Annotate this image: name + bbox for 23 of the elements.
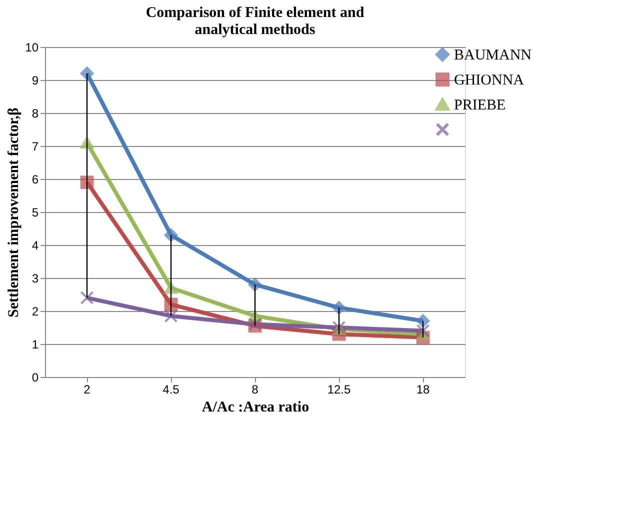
- text: Comparison of Finite element and: [146, 5, 364, 21]
- text: analytical methods: [194, 22, 316, 38]
- y-tick-label: 9: [32, 74, 39, 88]
- legend-label: BAUMANN: [454, 48, 532, 64]
- y-tick-label: 10: [25, 40, 39, 54]
- x-tick-label: 2: [84, 382, 91, 396]
- y-tick-label: 4: [32, 238, 39, 252]
- y-tick-label: 0: [32, 370, 39, 384]
- legend-label: GHIONNA: [454, 72, 524, 88]
- x-axis-title: A/Ac :Area ratio: [202, 400, 310, 416]
- y-tick-label: 7: [32, 140, 39, 154]
- y-tick-label: 8: [32, 106, 39, 120]
- x-tick-label: 4.5: [162, 382, 180, 396]
- y-axis-title: Settlement improvement factor,β: [6, 107, 22, 318]
- y-tick-label: 1: [32, 338, 39, 352]
- x-tick-label: 18: [416, 382, 430, 396]
- y-tick-label: 2: [32, 304, 39, 318]
- legend-label: PRIEBE: [454, 98, 506, 114]
- x-tick-label: 12.5: [327, 382, 351, 396]
- y-tick-label: 3: [32, 272, 39, 286]
- y-tick-label: 6: [32, 172, 39, 186]
- y-tick-label: 5: [32, 206, 39, 220]
- x-tick-label: 8: [252, 382, 259, 396]
